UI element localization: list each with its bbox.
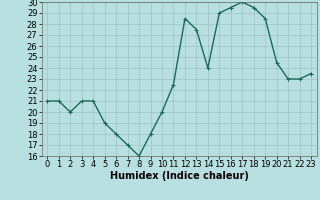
- X-axis label: Humidex (Indice chaleur): Humidex (Indice chaleur): [110, 171, 249, 181]
